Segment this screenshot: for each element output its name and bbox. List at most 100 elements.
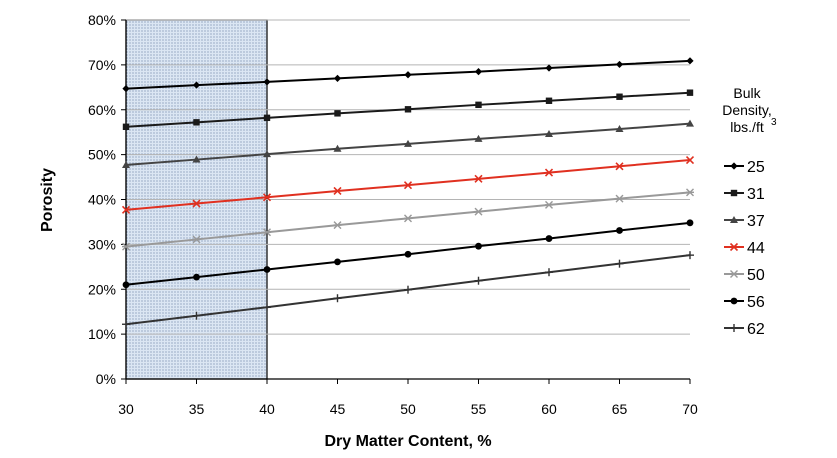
data-point-marker xyxy=(475,101,482,109)
legend-item-37: 37 xyxy=(724,213,765,230)
data-point-marker xyxy=(474,68,483,76)
data-point-marker xyxy=(686,119,694,127)
data-point-marker xyxy=(615,259,624,268)
data-point-marker xyxy=(262,193,272,202)
data-point-marker xyxy=(192,235,201,244)
legend-item-56: 56 xyxy=(724,294,765,311)
data-point-marker xyxy=(730,270,738,278)
x-tick-label: 35 xyxy=(189,401,205,417)
data-point-marker xyxy=(615,60,624,69)
series-31 xyxy=(122,89,694,131)
data-point-marker xyxy=(686,188,694,197)
data-point-marker xyxy=(686,89,694,96)
series-56 xyxy=(122,219,694,289)
data-point-marker xyxy=(730,162,738,170)
data-point-marker xyxy=(192,155,201,163)
legend-label: 62 xyxy=(747,321,765,338)
y-tick-label: 40% xyxy=(88,192,116,208)
data-point-marker xyxy=(730,324,738,332)
data-point-marker xyxy=(122,281,130,289)
data-point-marker xyxy=(192,311,201,320)
x-tick-label: 30 xyxy=(118,401,134,417)
data-point-marker xyxy=(615,162,624,171)
data-point-marker xyxy=(193,273,200,281)
data-point-marker xyxy=(404,250,412,258)
legend-title-line: Density, xyxy=(722,102,772,118)
legend-title-line: Bulk xyxy=(733,85,761,101)
data-point-marker xyxy=(121,205,131,214)
data-point-marker xyxy=(263,78,271,86)
y-tick-label: 70% xyxy=(88,57,116,73)
data-point-marker xyxy=(263,303,271,312)
data-point-marker xyxy=(730,297,738,305)
data-point-marker xyxy=(333,74,342,82)
data-point-marker xyxy=(474,174,483,183)
data-point-marker xyxy=(545,268,553,277)
data-point-marker xyxy=(545,97,553,104)
data-point-marker xyxy=(263,266,271,273)
x-tick-label: 50 xyxy=(400,401,416,417)
legend-title-line: lbs./ft xyxy=(730,119,764,135)
data-point-marker xyxy=(333,221,342,230)
legend-item-44: 44 xyxy=(724,240,765,257)
legend-title-superscript: 3 xyxy=(771,117,777,128)
data-point-marker xyxy=(404,139,412,147)
data-point-marker xyxy=(404,285,412,294)
data-point-marker xyxy=(404,71,412,79)
legend-label: 31 xyxy=(747,186,765,203)
data-point-marker xyxy=(730,189,738,197)
data-point-marker xyxy=(686,57,694,65)
data-point-marker xyxy=(544,168,554,177)
legend-label: 44 xyxy=(747,240,765,257)
series-44 xyxy=(121,155,695,214)
data-point-marker xyxy=(475,242,482,250)
series-62 xyxy=(122,251,694,329)
legend-item-31: 31 xyxy=(724,186,765,203)
data-point-marker xyxy=(122,123,130,131)
legend-label: 50 xyxy=(747,267,765,284)
y-tick-label: 60% xyxy=(88,102,116,118)
data-point-marker xyxy=(615,194,624,203)
data-point-marker xyxy=(403,181,413,190)
x-tick-label: 70 xyxy=(682,401,698,417)
data-point-marker xyxy=(616,93,623,100)
y-tick-label: 20% xyxy=(88,281,116,297)
legend-label: 25 xyxy=(747,159,765,176)
data-point-marker xyxy=(122,320,130,329)
data-point-marker xyxy=(616,227,623,234)
series-25 xyxy=(122,57,694,93)
data-point-marker xyxy=(333,294,342,303)
legend-item-50: 50 xyxy=(724,267,765,284)
data-point-marker xyxy=(615,125,624,133)
x-tick-label: 55 xyxy=(471,401,487,417)
y-tick-label: 10% xyxy=(88,326,116,342)
x-tick-label: 40 xyxy=(259,401,275,417)
data-point-marker xyxy=(545,200,553,209)
data-point-marker xyxy=(686,219,694,227)
data-point-marker xyxy=(122,85,130,93)
y-tick-label: 30% xyxy=(88,236,116,252)
data-point-marker xyxy=(334,110,341,117)
data-point-marker xyxy=(729,242,739,252)
series-37 xyxy=(122,119,694,168)
data-point-marker xyxy=(474,207,483,216)
legend-label: 56 xyxy=(747,294,765,311)
data-point-marker xyxy=(404,214,412,223)
data-point-marker xyxy=(545,235,553,242)
legend-label: 37 xyxy=(747,213,765,230)
data-point-marker xyxy=(686,251,694,260)
data-point-marker xyxy=(333,144,342,152)
data-point-marker xyxy=(404,106,412,113)
data-point-marker xyxy=(192,199,201,208)
series-50 xyxy=(122,188,694,251)
data-point-marker xyxy=(545,129,553,137)
data-point-marker xyxy=(333,186,342,196)
x-axis-title: Dry Matter Content, % xyxy=(324,433,491,450)
data-point-marker xyxy=(263,150,271,158)
data-point-marker xyxy=(545,64,553,72)
data-point-marker xyxy=(474,276,483,285)
x-tick-label: 45 xyxy=(330,401,346,417)
x-tick-label: 60 xyxy=(541,401,557,417)
